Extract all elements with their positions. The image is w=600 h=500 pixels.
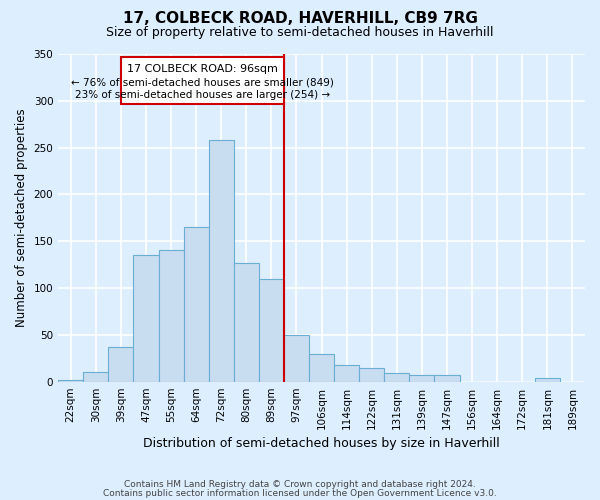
FancyBboxPatch shape xyxy=(121,57,284,104)
Text: Contains public sector information licensed under the Open Government Licence v3: Contains public sector information licen… xyxy=(103,488,497,498)
Bar xyxy=(184,227,209,382)
Y-axis label: Number of semi-detached properties: Number of semi-detached properties xyxy=(15,108,28,327)
Bar xyxy=(234,263,259,382)
Bar xyxy=(535,378,560,382)
Text: ← 76% of semi-detached houses are smaller (849): ← 76% of semi-detached houses are smalle… xyxy=(71,78,334,88)
Bar xyxy=(409,375,434,382)
Bar xyxy=(359,368,385,382)
Text: 17 COLBECK ROAD: 96sqm: 17 COLBECK ROAD: 96sqm xyxy=(127,64,278,74)
Text: Contains HM Land Registry data © Crown copyright and database right 2024.: Contains HM Land Registry data © Crown c… xyxy=(124,480,476,489)
Bar xyxy=(309,354,334,382)
Bar xyxy=(158,250,184,382)
Bar xyxy=(209,140,234,382)
Bar xyxy=(284,335,309,382)
Bar xyxy=(385,374,409,382)
Text: 17, COLBECK ROAD, HAVERHILL, CB9 7RG: 17, COLBECK ROAD, HAVERHILL, CB9 7RG xyxy=(122,11,478,26)
Bar xyxy=(83,372,109,382)
Bar xyxy=(133,256,158,382)
Text: Size of property relative to semi-detached houses in Haverhill: Size of property relative to semi-detach… xyxy=(106,26,494,39)
Bar xyxy=(58,380,83,382)
Bar xyxy=(109,347,133,382)
Bar xyxy=(434,375,460,382)
X-axis label: Distribution of semi-detached houses by size in Haverhill: Distribution of semi-detached houses by … xyxy=(143,437,500,450)
Text: 23% of semi-detached houses are larger (254) →: 23% of semi-detached houses are larger (… xyxy=(75,90,330,100)
Bar xyxy=(259,278,284,382)
Bar xyxy=(334,365,359,382)
